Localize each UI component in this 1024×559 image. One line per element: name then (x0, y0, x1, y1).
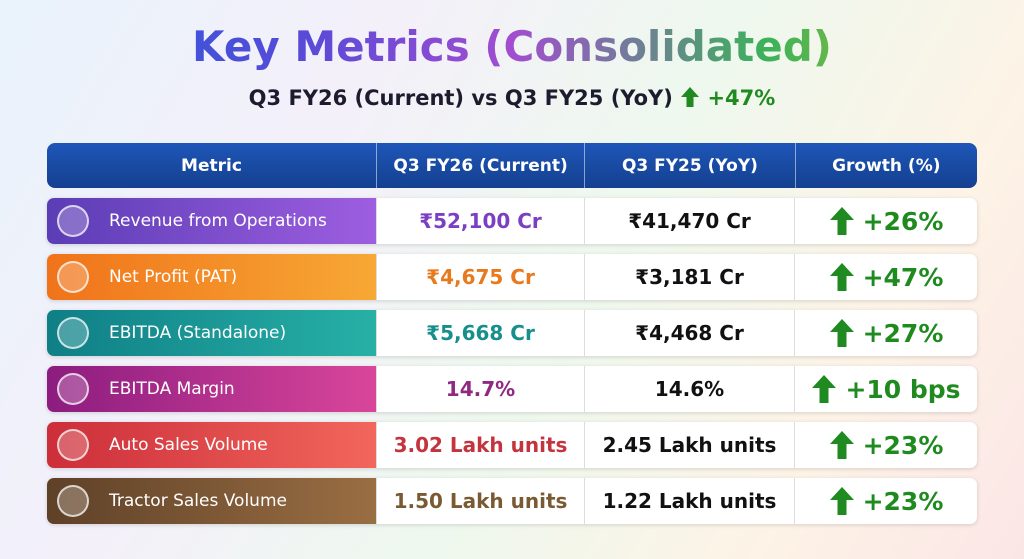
table-cell: +23% (795, 422, 977, 468)
metric-icon (57, 373, 89, 405)
title: Key Metrics (Consolidated) (0, 22, 1024, 71)
table-cell: ₹5,668 Cr (377, 310, 585, 356)
subtitle-change: +47% (707, 86, 776, 110)
table-cell: EBITDA (Standalone) (47, 310, 377, 356)
table-cell: ₹3,181 Cr (585, 254, 795, 300)
table-row: Tractor Sales Volume 1.50 Lakh units 1.22 … (47, 478, 977, 524)
table-row: EBITDA (Standalone) ₹5,668 Cr ₹4,468 Cr +27… (47, 310, 977, 356)
table-cell: Revenue from Operations (47, 198, 377, 244)
up-arrow (829, 207, 854, 235)
metric-icon (57, 317, 89, 349)
cell-text: +10 bps (845, 374, 961, 404)
cell-text: +26% (862, 206, 944, 236)
cell-text: Revenue from Operations (109, 211, 327, 231)
table-cell: 3.02 Lakh units (377, 422, 585, 468)
cell-text: ₹52,100 Cr (419, 209, 542, 233)
table-cell: +23% (795, 478, 977, 524)
table-cell: 1.50 Lakh units (377, 478, 585, 524)
table-cell: +10 bps (795, 366, 977, 412)
cell-text: 14.6% (654, 377, 725, 401)
cell-text: +23% (862, 486, 944, 516)
table-cell: Tractor Sales Volume (47, 478, 377, 524)
table-cell: ₹4,468 Cr (585, 310, 795, 356)
table-cell: EBITDA Margin (47, 366, 377, 412)
table-header: Metric Q3 FY26 (Current) Q3 FY25 (YoY) Grow… (47, 143, 977, 188)
table-row: Auto Sales Volume 3.02 Lakh units 2.45 Lak… (47, 422, 977, 468)
up-arrow (829, 263, 854, 291)
cell-text: ₹4,468 Cr (635, 321, 744, 345)
table-row: Revenue from Operations ₹52,100 Cr ₹41,470… (47, 198, 977, 244)
cell-text: Net Profit (PAT) (109, 267, 238, 287)
cell-text: Auto Sales Volume (109, 435, 268, 455)
table-cell: Net Profit (PAT) (47, 254, 377, 300)
cell-text: 14.7% (445, 377, 516, 401)
up-arrow (812, 375, 837, 403)
cell-text: 3.02 Lakh units (393, 433, 568, 457)
cell-text: 2.45 Lakh units (602, 433, 777, 457)
cell-text: +23% (862, 430, 944, 460)
table-cell: 14.7% (377, 366, 585, 412)
table-cell: Auto Sales Volume (47, 422, 377, 468)
subtitle: Q3 FY26 (Current) vs Q3 FY25 (YoY) +47% (0, 86, 1024, 110)
cell-text: 1.22 Lakh units (602, 489, 777, 513)
up-arrow (681, 87, 700, 107)
table-cell: ₹52,100 Cr (377, 198, 585, 244)
cell-text: EBITDA Margin (109, 379, 235, 399)
metric-icon (57, 429, 89, 461)
cell-text: ₹41,470 Cr (628, 209, 751, 233)
subtitle-text: Q3 FY26 (Current) vs Q3 FY25 (YoY) (248, 86, 673, 110)
table-cell: 14.6% (585, 366, 795, 412)
column-header: Growth (%) (832, 155, 941, 176)
up-arrow (829, 487, 854, 515)
table-cell: ₹41,470 Cr (585, 198, 795, 244)
column-header: Q3 FY26 (Current) (377, 143, 586, 188)
metric-icon (57, 205, 89, 237)
metric-icon (57, 261, 89, 293)
cell-text: 1.50 Lakh units (393, 489, 568, 513)
cell-text: Tractor Sales Volume (109, 491, 287, 511)
table-row: Net Profit (PAT) ₹4,675 Cr ₹3,181 Cr +47% (47, 254, 977, 300)
cell-text: +27% (862, 318, 944, 348)
table-cell: 2.45 Lakh units (585, 422, 795, 468)
cell-text: ₹4,675 Cr (426, 265, 535, 289)
up-arrow (829, 431, 854, 459)
table-cell: 1.22 Lakh units (585, 478, 795, 524)
column-header: Metric (47, 143, 377, 188)
table-cell: +27% (795, 310, 977, 356)
cell-text: EBITDA (Standalone) (109, 323, 287, 343)
metric-icon (57, 485, 89, 517)
table-cell: +26% (795, 198, 977, 244)
cell-text: +47% (862, 262, 944, 292)
table-cell: +47% (795, 254, 977, 300)
up-arrow (829, 319, 854, 347)
cell-text: ₹5,668 Cr (426, 321, 535, 345)
table-row: EBITDA Margin 14.7% 14.6% +10 bps (47, 366, 977, 412)
table-cell: ₹4,675 Cr (377, 254, 585, 300)
cell-text: ₹3,181 Cr (635, 265, 744, 289)
column-header: Q3 FY25 (YoY) (585, 143, 796, 188)
